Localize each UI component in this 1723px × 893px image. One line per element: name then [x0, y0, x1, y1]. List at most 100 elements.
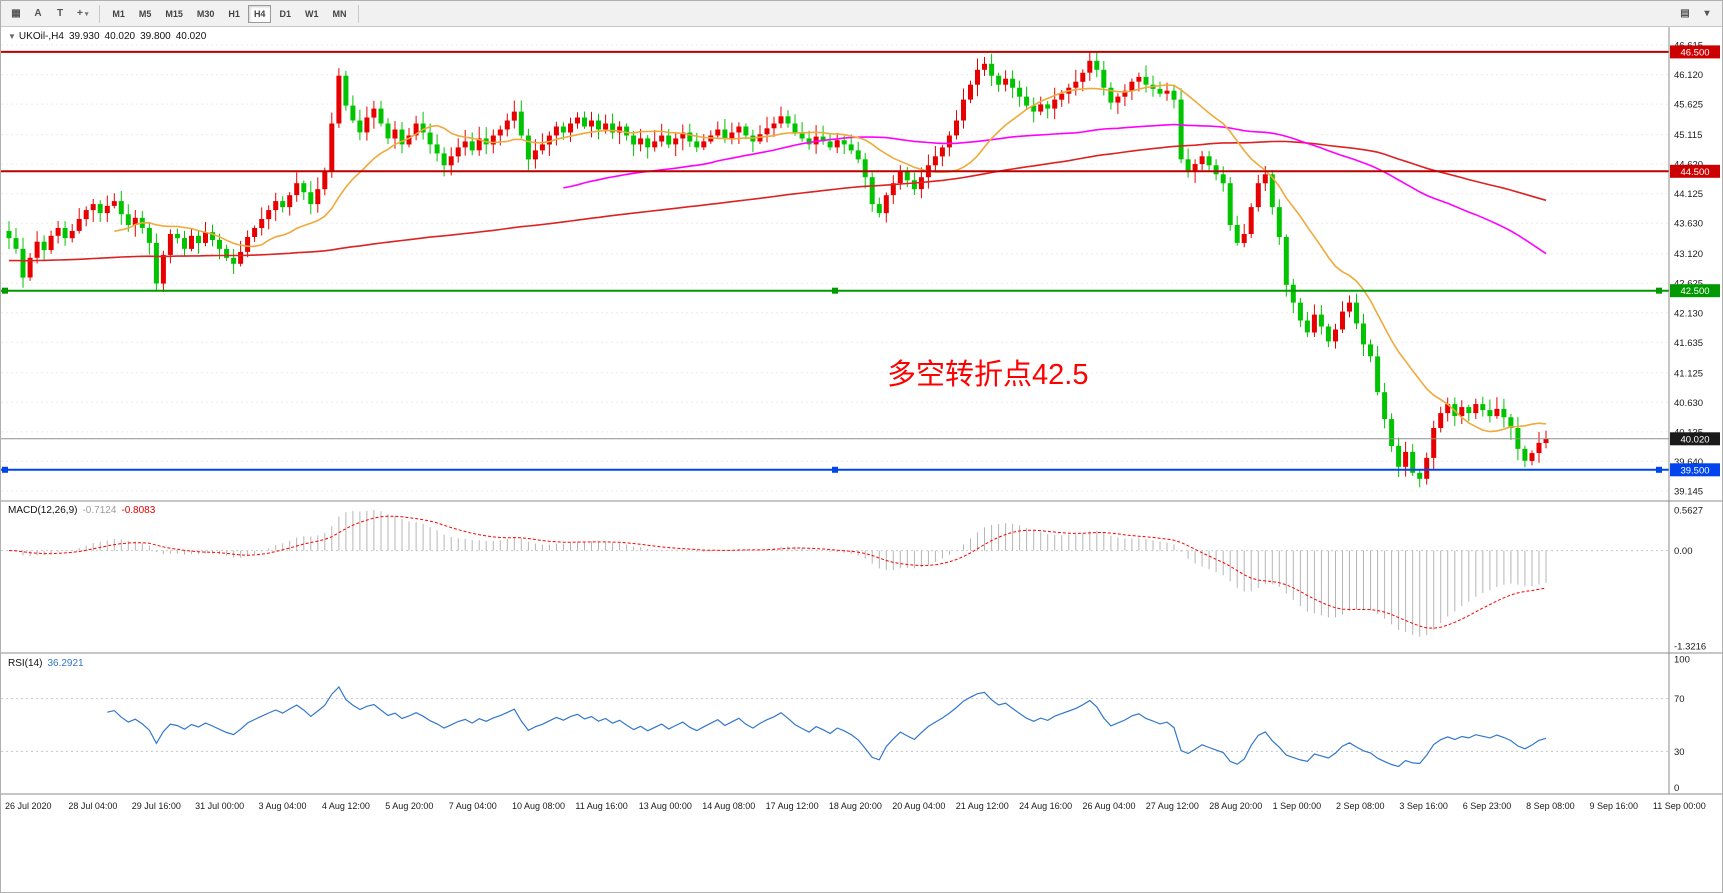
candle-body — [273, 201, 279, 211]
candle-body — [1038, 104, 1044, 112]
cursor-a-button[interactable]: A — [28, 4, 48, 24]
candle-body — [946, 135, 952, 148]
candle-body — [1262, 174, 1268, 184]
text-tool-button[interactable]: T — [50, 4, 70, 24]
candle-body — [469, 141, 475, 151]
timeframe-h1-button[interactable]: H1 — [222, 5, 246, 23]
candle-body — [1199, 156, 1205, 165]
candle-body — [939, 147, 945, 157]
candle-body — [1375, 356, 1381, 393]
candle-body — [1487, 410, 1493, 417]
candle-body — [638, 138, 644, 145]
timeframe-m15-button[interactable]: M15 — [159, 5, 189, 23]
timeframe-d1-button[interactable]: D1 — [273, 5, 297, 23]
price-axis-label: 45.625 — [1674, 100, 1703, 111]
candle-body — [834, 140, 840, 148]
candle-body — [476, 138, 482, 151]
candle-body — [413, 123, 419, 136]
time-axis-label: 2 Sep 08:00 — [1336, 801, 1385, 811]
candle-body — [13, 238, 19, 249]
timeframe-m30-button[interactable]: M30 — [191, 5, 221, 23]
candle-body — [1522, 448, 1528, 461]
candle-body — [1424, 457, 1430, 479]
candle-body — [1157, 88, 1163, 94]
dropdown-caret-icon: ▾ — [84, 10, 89, 18]
candle-body — [1248, 207, 1254, 234]
ma-line-slow-red[interactable] — [8, 140, 1547, 262]
candle-body — [504, 120, 510, 130]
candle-body — [666, 135, 672, 145]
candle-body — [132, 217, 138, 225]
candle-body — [1220, 174, 1226, 184]
hline-handle[interactable] — [1656, 287, 1662, 294]
candle-body — [911, 180, 917, 190]
crosshair-button[interactable]: + ▾ — [72, 4, 93, 24]
candle-body — [596, 120, 601, 130]
candle-body — [1052, 99, 1058, 109]
candle-body — [1354, 302, 1359, 324]
chevron-down-icon[interactable]: ▼ — [8, 32, 16, 41]
macd-axis-label: 0.00 — [1674, 546, 1693, 557]
candle-body — [378, 108, 384, 124]
timeframe-m5-button[interactable]: M5 — [133, 5, 158, 23]
candle-body — [582, 117, 587, 127]
hline-handle[interactable] — [2, 287, 8, 294]
hline-handle[interactable] — [1656, 466, 1662, 473]
candle-body — [659, 135, 665, 142]
timeframe-w1-button[interactable]: W1 — [299, 5, 325, 23]
candle-body — [315, 189, 321, 205]
price-badge — [1670, 284, 1720, 298]
candle-body — [1136, 76, 1142, 82]
time-axis-label: 10 Aug 08:00 — [512, 801, 565, 811]
candle-body — [975, 69, 980, 85]
hline-handle[interactable] — [832, 287, 838, 294]
chart-text-annotation[interactable]: 多空转折点42.5 — [887, 359, 1089, 391]
toolbar-right-2-button[interactable]: ▾ — [1697, 4, 1717, 24]
candle-body — [322, 171, 328, 190]
timeframe-m1-button[interactable]: M1 — [106, 5, 131, 23]
candle-body — [27, 257, 33, 278]
candle-body — [1536, 442, 1542, 453]
price-axis-label: 44.125 — [1674, 189, 1703, 200]
price-badge — [1670, 164, 1720, 178]
candle-body — [532, 150, 538, 160]
timeframe-h4-button[interactable]: H4 — [247, 4, 272, 23]
candle-body — [48, 235, 54, 251]
toolbar-separator — [99, 4, 101, 23]
time-axis-label: 11 Aug 16:00 — [575, 801, 627, 811]
price-axis-label: 46.120 — [1674, 70, 1703, 81]
candle-body — [1431, 428, 1437, 458]
chart-grid-button[interactable]: ▦ — [6, 4, 26, 24]
candle-body — [645, 138, 651, 148]
candle-body — [245, 237, 251, 252]
candle-body — [1529, 453, 1535, 461]
candle-body — [603, 123, 609, 130]
candle-body — [441, 153, 447, 166]
candle-body — [982, 63, 987, 70]
price-axis-label: 43.120 — [1674, 249, 1703, 260]
candle-body — [1466, 407, 1472, 414]
candle-body — [1017, 87, 1023, 97]
candle-body — [1473, 404, 1479, 414]
ma-line-fast-orange[interactable] — [114, 84, 1547, 433]
candle-body — [1333, 329, 1338, 342]
candle-body — [1325, 326, 1331, 342]
hline-handle[interactable] — [2, 466, 8, 473]
candle-body — [146, 228, 152, 243]
ohlc-close: 40.020 — [175, 31, 207, 42]
candle-body — [1080, 72, 1086, 82]
candle-body — [778, 116, 784, 124]
timeframe-mn-button[interactable]: MN — [326, 5, 352, 23]
hline-handle[interactable] — [832, 466, 838, 473]
candle-body — [1410, 451, 1416, 473]
candle-body — [238, 251, 244, 264]
candle-body — [280, 201, 286, 208]
toolbar-right-1-button[interactable]: ▤ — [1675, 4, 1695, 24]
time-axis-label: 26 Aug 04:00 — [1083, 801, 1136, 811]
candle-body — [20, 248, 26, 278]
ma-line-mid-magenta[interactable] — [563, 123, 1547, 255]
candle-body — [799, 132, 805, 139]
candle-body — [961, 99, 966, 121]
